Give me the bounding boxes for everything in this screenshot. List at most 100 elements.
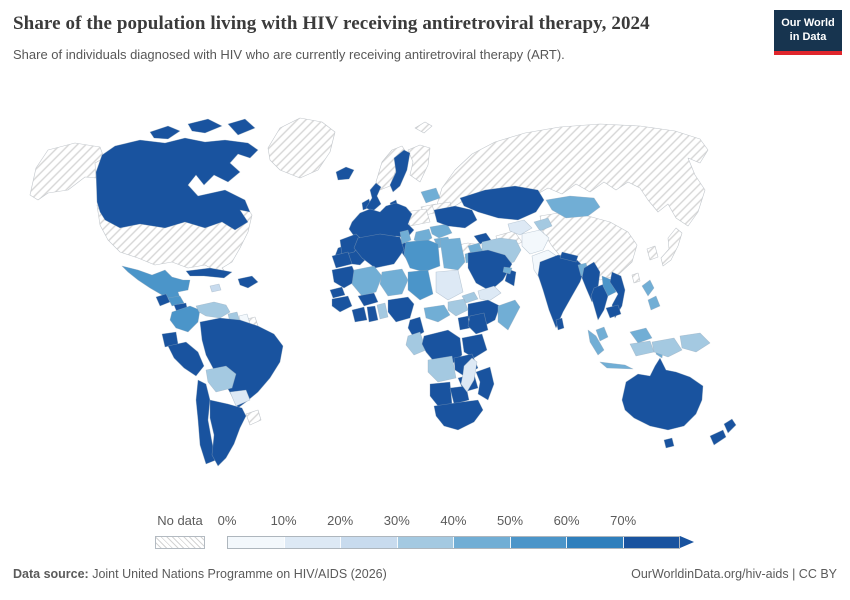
country-paraguay[interactable]: Paraguay — [229, 389, 251, 407]
country-tanzania[interactable]: Tanzania — [461, 333, 488, 359]
country-angola[interactable]: Angola — [427, 355, 457, 383]
country-ghana[interactable]: Ghana — [366, 305, 379, 323]
country-brazil[interactable]: Brazil — [199, 317, 284, 409]
country-canada-island[interactable]: Canada — [227, 118, 256, 136]
country-namibia[interactable]: Namibia — [429, 381, 453, 407]
country-australia[interactable]: Australia — [621, 357, 704, 431]
legend-bin-7[interactable] — [622, 537, 679, 548]
legend-bin-3[interactable] — [396, 537, 453, 548]
legend-bin-0[interactable] — [228, 537, 284, 548]
country-gabon-congo[interactable]: Gabon & Congo — [405, 331, 427, 356]
country-philippines[interactable]: Philippines — [641, 279, 655, 297]
country-uae[interactable]: United Arab Emirates — [502, 266, 513, 275]
country-cuba[interactable]: Cuba — [185, 267, 233, 279]
country-somalia[interactable]: Somalia — [497, 299, 521, 331]
country-indo-sumatra[interactable]: Indonesia (Sumatra) — [587, 329, 605, 356]
country-china[interactable]: China — [539, 211, 638, 281]
country-yemen[interactable]: Yemen — [477, 285, 502, 302]
country-madagascar[interactable]: Madagascar — [460, 357, 478, 393]
legend-bin-5[interactable] — [509, 537, 566, 548]
country-uk[interactable]: United Kingdom — [365, 182, 382, 212]
country-iceland[interactable]: Iceland — [335, 166, 355, 181]
country-canada-island[interactable]: Canada — [187, 118, 223, 134]
country-canada[interactable]: Canada — [95, 137, 259, 231]
country-libya[interactable]: Libya — [403, 239, 441, 273]
country-indo-java[interactable]: Indonesia (Java) — [599, 361, 634, 370]
country-mali[interactable]: Mali — [351, 265, 383, 297]
country-togo-benin[interactable]: Togo & Benin — [376, 302, 389, 320]
country-greenland[interactable]: Greenland — [267, 117, 336, 179]
country-kenya[interactable]: Kenya — [467, 312, 489, 335]
country-canada-island[interactable]: Canada — [149, 125, 181, 140]
legend-bin-1[interactable] — [283, 537, 340, 548]
country-svalbard[interactable]: Svalbard — [414, 121, 433, 134]
country-taiwan[interactable]: Taiwan — [631, 272, 641, 284]
legend-arrow — [680, 536, 694, 548]
legend-bin-4[interactable] — [453, 537, 510, 548]
country-south-africa[interactable]: South Africa — [433, 399, 484, 431]
country-baltic[interactable]: Estonia & Latvia — [420, 187, 441, 204]
country-chad[interactable]: Chad — [407, 269, 434, 301]
country-indo-borneo[interactable]: Indonesia (Kalimantan) — [629, 340, 655, 357]
country-burkina[interactable]: Burkina Faso — [357, 292, 379, 307]
country-cambodia[interactable]: Cambodia — [605, 304, 622, 319]
country-bolivia[interactable]: Bolivia — [205, 365, 237, 393]
country-car[interactable]: Central African Republic — [423, 304, 451, 323]
country-algeria[interactable]: Algeria — [353, 233, 405, 269]
country-indo-papua[interactable]: Indonesia (Papua) — [651, 337, 683, 358]
data-source-label: Data source: — [13, 567, 89, 581]
country-uruguay[interactable]: Uruguay — [245, 409, 262, 426]
country-kyrgyz-tajik[interactable]: Kyrgyzstan & Tajikistan — [533, 217, 553, 232]
legend-no-data-swatch[interactable] — [155, 536, 205, 549]
legend-bin-6[interactable] — [566, 537, 623, 548]
country-niger[interactable]: Niger — [379, 268, 409, 297]
country-nigeria[interactable]: Nigeria — [387, 296, 415, 323]
country-tunisia[interactable]: Tunisia — [399, 229, 412, 245]
country-mongolia[interactable]: Mongolia — [545, 195, 601, 219]
country-honduras[interactable]: Honduras — [167, 295, 185, 307]
country-jamaica[interactable]: Jamaica — [209, 283, 222, 293]
country-guinea-grp[interactable]: Guinea, Sierra Leone & Liberia — [331, 295, 353, 313]
country-nz-south[interactable]: New Zealand — [709, 429, 727, 446]
country-finland[interactable]: Finland — [407, 144, 431, 183]
country-japan[interactable]: Japan — [660, 227, 683, 267]
country-argentina[interactable]: Argentina — [209, 399, 247, 467]
country-botswana[interactable]: Botswana — [449, 385, 470, 405]
owid-link[interactable]: OurWorldinData.org/hiv-aids | CC BY — [631, 567, 837, 581]
country-uganda[interactable]: Uganda — [457, 315, 471, 331]
country-w-sahara[interactable]: Western Sahara — [331, 251, 353, 269]
legend-bin-2[interactable] — [340, 537, 397, 548]
country-ivory[interactable]: Cote d'Ivoire — [351, 306, 368, 323]
chart-footer: Data source: Joint United Nations Progra… — [13, 567, 837, 581]
country-korea[interactable]: North & South Korea — [646, 245, 659, 261]
country-sudan[interactable]: Sudan — [435, 269, 464, 301]
country-malaysia-borneo[interactable]: Malaysia (Borneo) — [629, 327, 653, 344]
country-uzbekistan[interactable]: Uzbekistan — [507, 219, 533, 236]
country-tasmania[interactable]: Australia — [663, 437, 675, 449]
country-philippines[interactable]: Philippines — [647, 295, 661, 311]
country-venezuela[interactable]: Venezuela — [195, 301, 231, 319]
legend-tick-0: 0% — [217, 513, 237, 528]
country-peru[interactable]: Peru — [167, 341, 205, 377]
country-senegal[interactable]: Senegal — [329, 286, 346, 299]
country-png[interactable]: Papua New Guinea — [679, 332, 711, 353]
country-nz-north[interactable]: New Zealand — [723, 418, 737, 434]
country-saudi[interactable]: Saudi Arabia — [467, 249, 513, 292]
country-kazakhstan[interactable]: Kazakhstan — [459, 185, 545, 221]
country-malaysia-pen[interactable]: Malaysia (peninsular) — [595, 326, 609, 342]
country-afghanistan[interactable]: Afghanistan — [521, 229, 550, 255]
country-alaska[interactable]: United States — [29, 142, 105, 201]
country-mauritania[interactable]: Mauritania — [331, 265, 359, 289]
country-south-sudan[interactable]: South Sudan — [447, 298, 469, 317]
country-sweden[interactable]: Sweden — [389, 149, 411, 193]
country-ukraine[interactable]: Ukraine — [433, 205, 478, 229]
owid-logo[interactable]: Our World in Data — [774, 10, 842, 55]
country-sri-lanka[interactable]: Sri Lanka — [555, 317, 565, 331]
data-source: Data source: Joint United Nations Progra… — [13, 567, 387, 581]
country-hispaniola[interactable]: Haiti & Dominican Republic — [237, 275, 259, 289]
country-colombia[interactable]: Colombia — [169, 305, 201, 333]
country-mozambique[interactable]: Mozambique & Malawi — [475, 366, 495, 401]
country-nepal[interactable]: Nepal — [559, 251, 579, 263]
country-egypt[interactable]: Egypt — [439, 237, 466, 271]
country-mexico[interactable]: Mexico — [121, 265, 191, 303]
